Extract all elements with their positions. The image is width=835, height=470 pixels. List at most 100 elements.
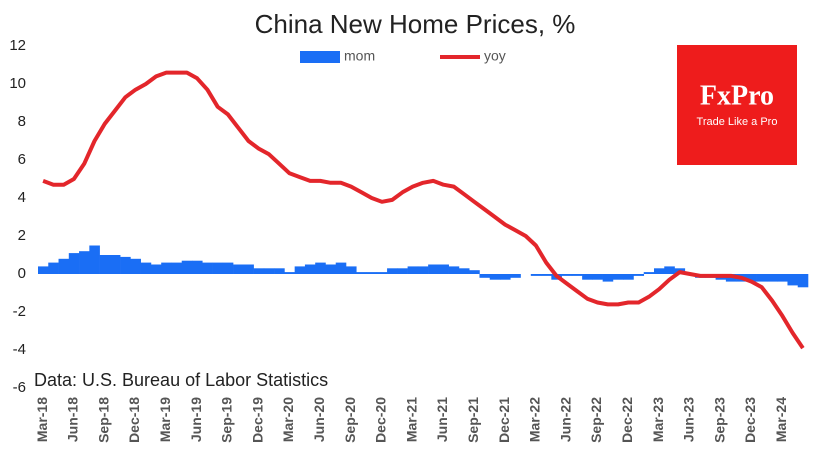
bar bbox=[387, 268, 398, 274]
x-tick-label: Jun-19 bbox=[188, 397, 204, 442]
bar bbox=[766, 274, 778, 282]
bar bbox=[612, 274, 624, 280]
bar bbox=[130, 258, 141, 274]
bar bbox=[633, 274, 645, 276]
bar bbox=[222, 262, 234, 274]
bar bbox=[438, 264, 449, 274]
legend-label: mom bbox=[344, 48, 375, 64]
bar bbox=[356, 272, 367, 274]
y-tick-label: 2 bbox=[18, 227, 26, 244]
bar bbox=[643, 272, 655, 274]
y-tick-label: 10 bbox=[9, 75, 26, 92]
bar bbox=[510, 274, 521, 278]
bar bbox=[530, 274, 542, 276]
bar bbox=[407, 266, 419, 274]
bar bbox=[202, 262, 213, 274]
bar bbox=[479, 274, 491, 278]
bar bbox=[623, 274, 634, 280]
x-tick-label: Jun-20 bbox=[311, 397, 327, 442]
x-tick-label: Sep-20 bbox=[342, 397, 358, 443]
bar bbox=[284, 272, 295, 274]
bar bbox=[541, 274, 552, 276]
y-tick-label: -6 bbox=[13, 379, 26, 396]
bar bbox=[592, 274, 603, 280]
bar bbox=[79, 251, 90, 274]
bar bbox=[428, 264, 439, 274]
bar bbox=[500, 274, 511, 280]
bar bbox=[397, 268, 408, 274]
bar bbox=[458, 268, 470, 274]
x-tick-label: Dec-20 bbox=[373, 397, 389, 443]
bar bbox=[756, 274, 768, 282]
legend-swatch bbox=[300, 51, 340, 63]
bar bbox=[602, 274, 614, 282]
bar bbox=[325, 264, 337, 274]
y-tick-label: 4 bbox=[18, 189, 26, 206]
x-tick-label: Mar-24 bbox=[773, 397, 789, 442]
bar bbox=[315, 262, 326, 274]
bar bbox=[571, 274, 583, 276]
bar bbox=[253, 268, 265, 274]
source-note: Data: U.S. Bureau of Labor Statistics bbox=[34, 370, 328, 390]
bar bbox=[99, 255, 111, 274]
bar bbox=[304, 264, 316, 274]
bar bbox=[582, 274, 593, 280]
bar bbox=[263, 268, 275, 274]
bar bbox=[777, 274, 788, 282]
bar bbox=[294, 266, 306, 274]
x-tick-label: Sep-23 bbox=[711, 397, 727, 443]
x-tick-label: Dec-19 bbox=[249, 397, 265, 443]
logo-brand: FxPro bbox=[700, 80, 774, 111]
bar bbox=[161, 262, 172, 274]
y-tick-label: -4 bbox=[13, 341, 26, 358]
x-tick-label: Mar-23 bbox=[650, 397, 666, 442]
x-tick-label: Mar-19 bbox=[157, 397, 173, 442]
bar bbox=[335, 262, 347, 274]
bar bbox=[171, 262, 183, 274]
bar bbox=[89, 245, 100, 274]
bar bbox=[120, 256, 131, 274]
bar bbox=[38, 266, 49, 274]
bar bbox=[797, 274, 809, 288]
bar bbox=[140, 262, 152, 274]
logo-box bbox=[677, 45, 797, 165]
bar bbox=[417, 266, 429, 274]
legend-label: yoy bbox=[484, 48, 506, 64]
bar bbox=[489, 274, 501, 280]
bar bbox=[787, 274, 799, 286]
bar bbox=[48, 262, 59, 274]
bar bbox=[469, 270, 480, 274]
bar bbox=[150, 264, 162, 274]
bar bbox=[181, 260, 193, 274]
x-tick-label: Mar-20 bbox=[280, 397, 296, 442]
y-tick-label: 0 bbox=[18, 265, 26, 282]
bar bbox=[654, 268, 665, 274]
x-tick-label: Jun-22 bbox=[557, 397, 573, 442]
bar bbox=[68, 253, 80, 274]
x-tick-label: Mar-18 bbox=[34, 397, 50, 442]
chart-title: China New Home Prices, % bbox=[255, 9, 576, 39]
bar bbox=[746, 274, 757, 282]
bar bbox=[448, 266, 460, 274]
x-tick-label: Dec-18 bbox=[126, 397, 142, 443]
x-tick-label: Sep-22 bbox=[588, 397, 604, 443]
bar bbox=[664, 266, 675, 274]
x-tick-label: Dec-23 bbox=[742, 397, 758, 443]
bar bbox=[212, 262, 224, 274]
y-tick-label: 6 bbox=[18, 151, 26, 168]
bar bbox=[192, 260, 203, 274]
x-tick-label: Jun-23 bbox=[681, 397, 697, 442]
x-tick-label: Sep-19 bbox=[219, 397, 235, 443]
bar bbox=[233, 264, 244, 274]
bar bbox=[243, 264, 254, 274]
y-tick-label: 8 bbox=[18, 113, 26, 130]
x-tick-label: Sep-18 bbox=[95, 397, 111, 443]
x-tick-label: Dec-22 bbox=[619, 397, 635, 443]
bar bbox=[561, 274, 573, 276]
y-tick-label: 12 bbox=[9, 37, 26, 54]
bar bbox=[346, 266, 357, 274]
bar bbox=[376, 272, 388, 274]
bar bbox=[366, 272, 378, 274]
